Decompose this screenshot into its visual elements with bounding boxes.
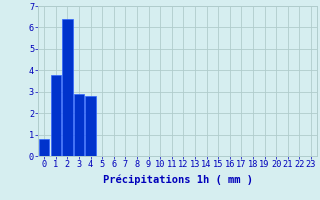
Bar — [39, 139, 49, 156]
Bar — [74, 94, 84, 156]
Bar — [51, 75, 61, 156]
Bar — [85, 96, 96, 156]
Bar — [62, 19, 73, 156]
X-axis label: Précipitations 1h ( mm ): Précipitations 1h ( mm ) — [103, 175, 252, 185]
